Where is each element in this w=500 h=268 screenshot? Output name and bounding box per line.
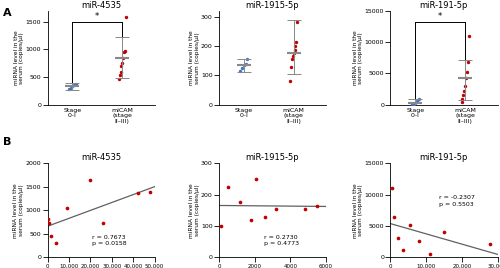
Point (216, 224, 224, 228)
Point (52, 241, 60, 245)
Text: A: A (2, 8, 11, 18)
Point (413, 99, 421, 103)
Y-axis label: miRNA level in the
serum (copies/µl): miRNA level in the serum (copies/µl) (14, 183, 24, 238)
Title: miR-4535: miR-4535 (81, 153, 121, 162)
Point (72, 82, 80, 86)
Point (464, 60, 471, 64)
Title: miR-1915-5p: miR-1915-5p (246, 153, 300, 162)
Point (426, 251, 434, 256)
Point (118, 61, 126, 65)
Point (115, 77, 123, 81)
Point (236, 200, 244, 204)
Title: miR-191-5p: miR-191-5p (420, 1, 468, 10)
Point (99, 221, 107, 225)
Point (121, 49, 129, 53)
Point (464, 34, 472, 38)
Point (290, 51, 298, 55)
Point (134, 191, 141, 195)
Point (394, 236, 402, 241)
Title: miR-4535: miR-4535 (81, 1, 121, 10)
Point (238, 66, 246, 70)
Text: B: B (2, 137, 11, 147)
Point (146, 190, 154, 194)
Point (116, 73, 124, 77)
Title: miR-1915-5p: miR-1915-5p (246, 1, 300, 10)
Point (461, 84, 469, 88)
Text: r = -0.2307
p = 0.5503: r = -0.2307 p = 0.5503 (438, 195, 474, 207)
Point (119, 56, 127, 60)
Y-axis label: miRNA level in the
serum (copies/µl): miRNA level in the serum (copies/µl) (352, 183, 364, 238)
Point (118, 64, 126, 68)
Y-axis label: miRNA level in the
serum (copies/µl): miRNA level in the serum (copies/µl) (14, 30, 24, 85)
Y-axis label: miRNA level in the
serum (copies/µl): miRNA level in the serum (copies/µl) (352, 30, 364, 85)
Point (462, 76, 470, 81)
Title: miR-191-5p: miR-191-5p (420, 153, 468, 162)
Point (300, 207, 308, 211)
Point (240, 63, 248, 67)
Point (116, 69, 124, 74)
Point (410, 101, 418, 106)
Text: r = 0.7673
p = 0.0158: r = 0.7673 p = 0.0158 (92, 234, 127, 246)
Point (460, 93, 468, 97)
Point (66, 85, 74, 90)
Point (408, 102, 416, 106)
Point (120, 50, 128, 54)
Point (247, 218, 255, 222)
Point (292, 39, 300, 44)
Point (406, 223, 414, 228)
Point (390, 214, 398, 219)
Point (440, 229, 448, 234)
Point (415, 97, 423, 101)
Point (65, 87, 73, 91)
Text: *: * (95, 12, 100, 21)
Point (290, 48, 298, 53)
Text: r = 0.2730
p = 0.4773: r = 0.2730 p = 0.4773 (264, 234, 299, 246)
Point (45, 221, 53, 225)
Point (293, 20, 301, 25)
Point (399, 248, 407, 252)
Point (458, 97, 466, 101)
Point (292, 44, 300, 48)
Point (68, 84, 76, 88)
Point (460, 89, 468, 93)
Text: *: * (438, 12, 442, 21)
Point (458, 99, 466, 104)
Point (288, 57, 296, 61)
Point (44, 217, 52, 221)
Point (46, 234, 54, 238)
Point (272, 207, 280, 211)
Point (388, 186, 396, 190)
Point (86, 178, 94, 182)
Point (486, 242, 494, 246)
Point (287, 64, 295, 69)
Point (244, 57, 252, 61)
Point (286, 79, 294, 83)
Point (224, 185, 232, 189)
Point (122, 15, 130, 20)
Point (236, 69, 244, 73)
Point (70, 83, 78, 87)
Point (289, 54, 297, 58)
Point (463, 70, 471, 74)
Point (412, 100, 420, 105)
Point (262, 214, 270, 219)
Point (252, 177, 260, 181)
Point (63, 206, 71, 210)
Point (242, 62, 250, 66)
Y-axis label: miRNA level in the
serum (copies/µl): miRNA level in the serum (copies/µl) (188, 183, 200, 238)
Y-axis label: miRNA level in the
serum (copies/µl): miRNA level in the serum (copies/µl) (188, 30, 200, 85)
Point (313, 203, 321, 208)
Point (415, 239, 423, 243)
